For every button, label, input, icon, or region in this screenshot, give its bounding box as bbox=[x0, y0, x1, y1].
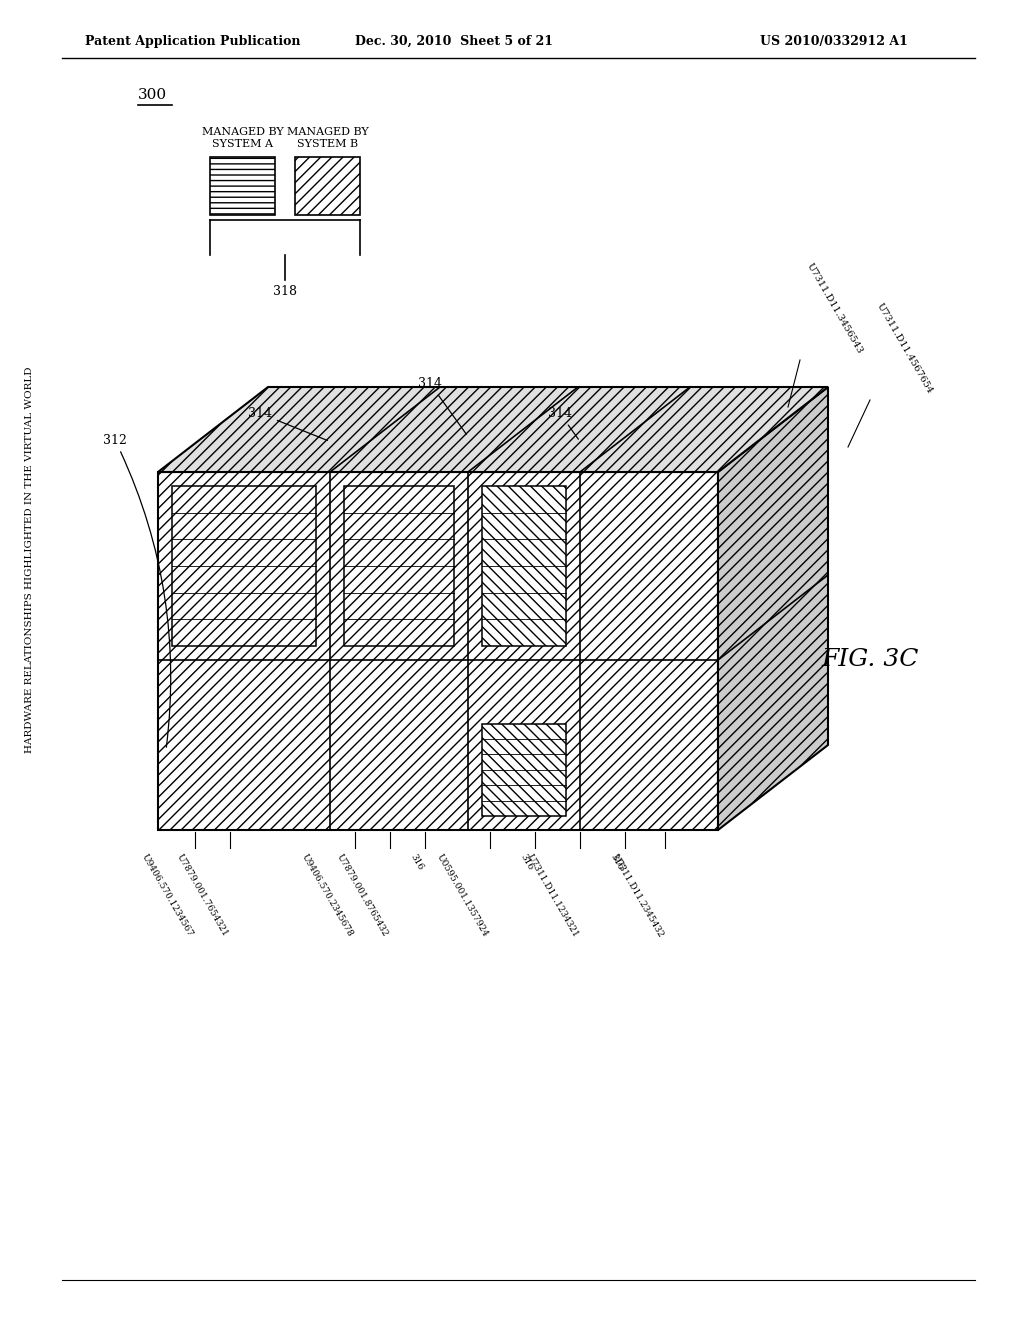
Polygon shape bbox=[158, 387, 828, 473]
Text: U9406.570.1234567: U9406.570.1234567 bbox=[140, 851, 195, 937]
Text: 318: 318 bbox=[273, 285, 297, 298]
Bar bbox=[482, 486, 566, 645]
Text: MANAGED BY
SYSTEM A: MANAGED BY SYSTEM A bbox=[202, 127, 284, 149]
Text: U7879.001.8765432: U7879.001.8765432 bbox=[335, 851, 390, 937]
Text: HARDWARE RELATIONSHIPS HIGHLIGHTED IN THE VIRTUAL WORLD: HARDWARE RELATIONSHIPS HIGHLIGHTED IN TH… bbox=[26, 367, 35, 754]
Text: 314: 314 bbox=[548, 407, 579, 440]
Bar bbox=[210, 157, 275, 215]
Text: US 2010/0332912 A1: US 2010/0332912 A1 bbox=[760, 36, 908, 48]
Bar bbox=[344, 486, 454, 645]
Text: 312: 312 bbox=[103, 433, 171, 747]
Text: U7311.D11.3456543: U7311.D11.3456543 bbox=[805, 261, 864, 355]
Bar bbox=[482, 723, 566, 816]
Bar bbox=[295, 157, 360, 215]
Bar bbox=[172, 486, 316, 645]
Text: 316: 316 bbox=[608, 851, 625, 871]
Text: FIG. 3C: FIG. 3C bbox=[821, 648, 919, 672]
Text: 314: 314 bbox=[418, 378, 466, 434]
Text: 316: 316 bbox=[409, 851, 425, 871]
Text: Dec. 30, 2010  Sheet 5 of 21: Dec. 30, 2010 Sheet 5 of 21 bbox=[355, 36, 553, 48]
Text: 314: 314 bbox=[248, 407, 328, 441]
Polygon shape bbox=[718, 387, 828, 830]
Text: U9406.570.2345678: U9406.570.2345678 bbox=[300, 851, 355, 937]
Text: Patent Application Publication: Patent Application Publication bbox=[85, 36, 300, 48]
Text: 316: 316 bbox=[518, 851, 535, 871]
Text: U7311.D11.2345432: U7311.D11.2345432 bbox=[609, 851, 665, 939]
Polygon shape bbox=[158, 473, 718, 830]
Text: U7879.001.7654321: U7879.001.7654321 bbox=[175, 851, 230, 937]
Text: U7311.D11.4567654: U7311.D11.4567654 bbox=[874, 301, 934, 395]
Text: 300: 300 bbox=[138, 88, 167, 102]
Text: MANAGED BY
SYSTEM B: MANAGED BY SYSTEM B bbox=[287, 127, 369, 149]
Text: U0595.001.1357924: U0595.001.1357924 bbox=[435, 851, 490, 939]
Text: U7311.D11.1234321: U7311.D11.1234321 bbox=[525, 851, 580, 939]
